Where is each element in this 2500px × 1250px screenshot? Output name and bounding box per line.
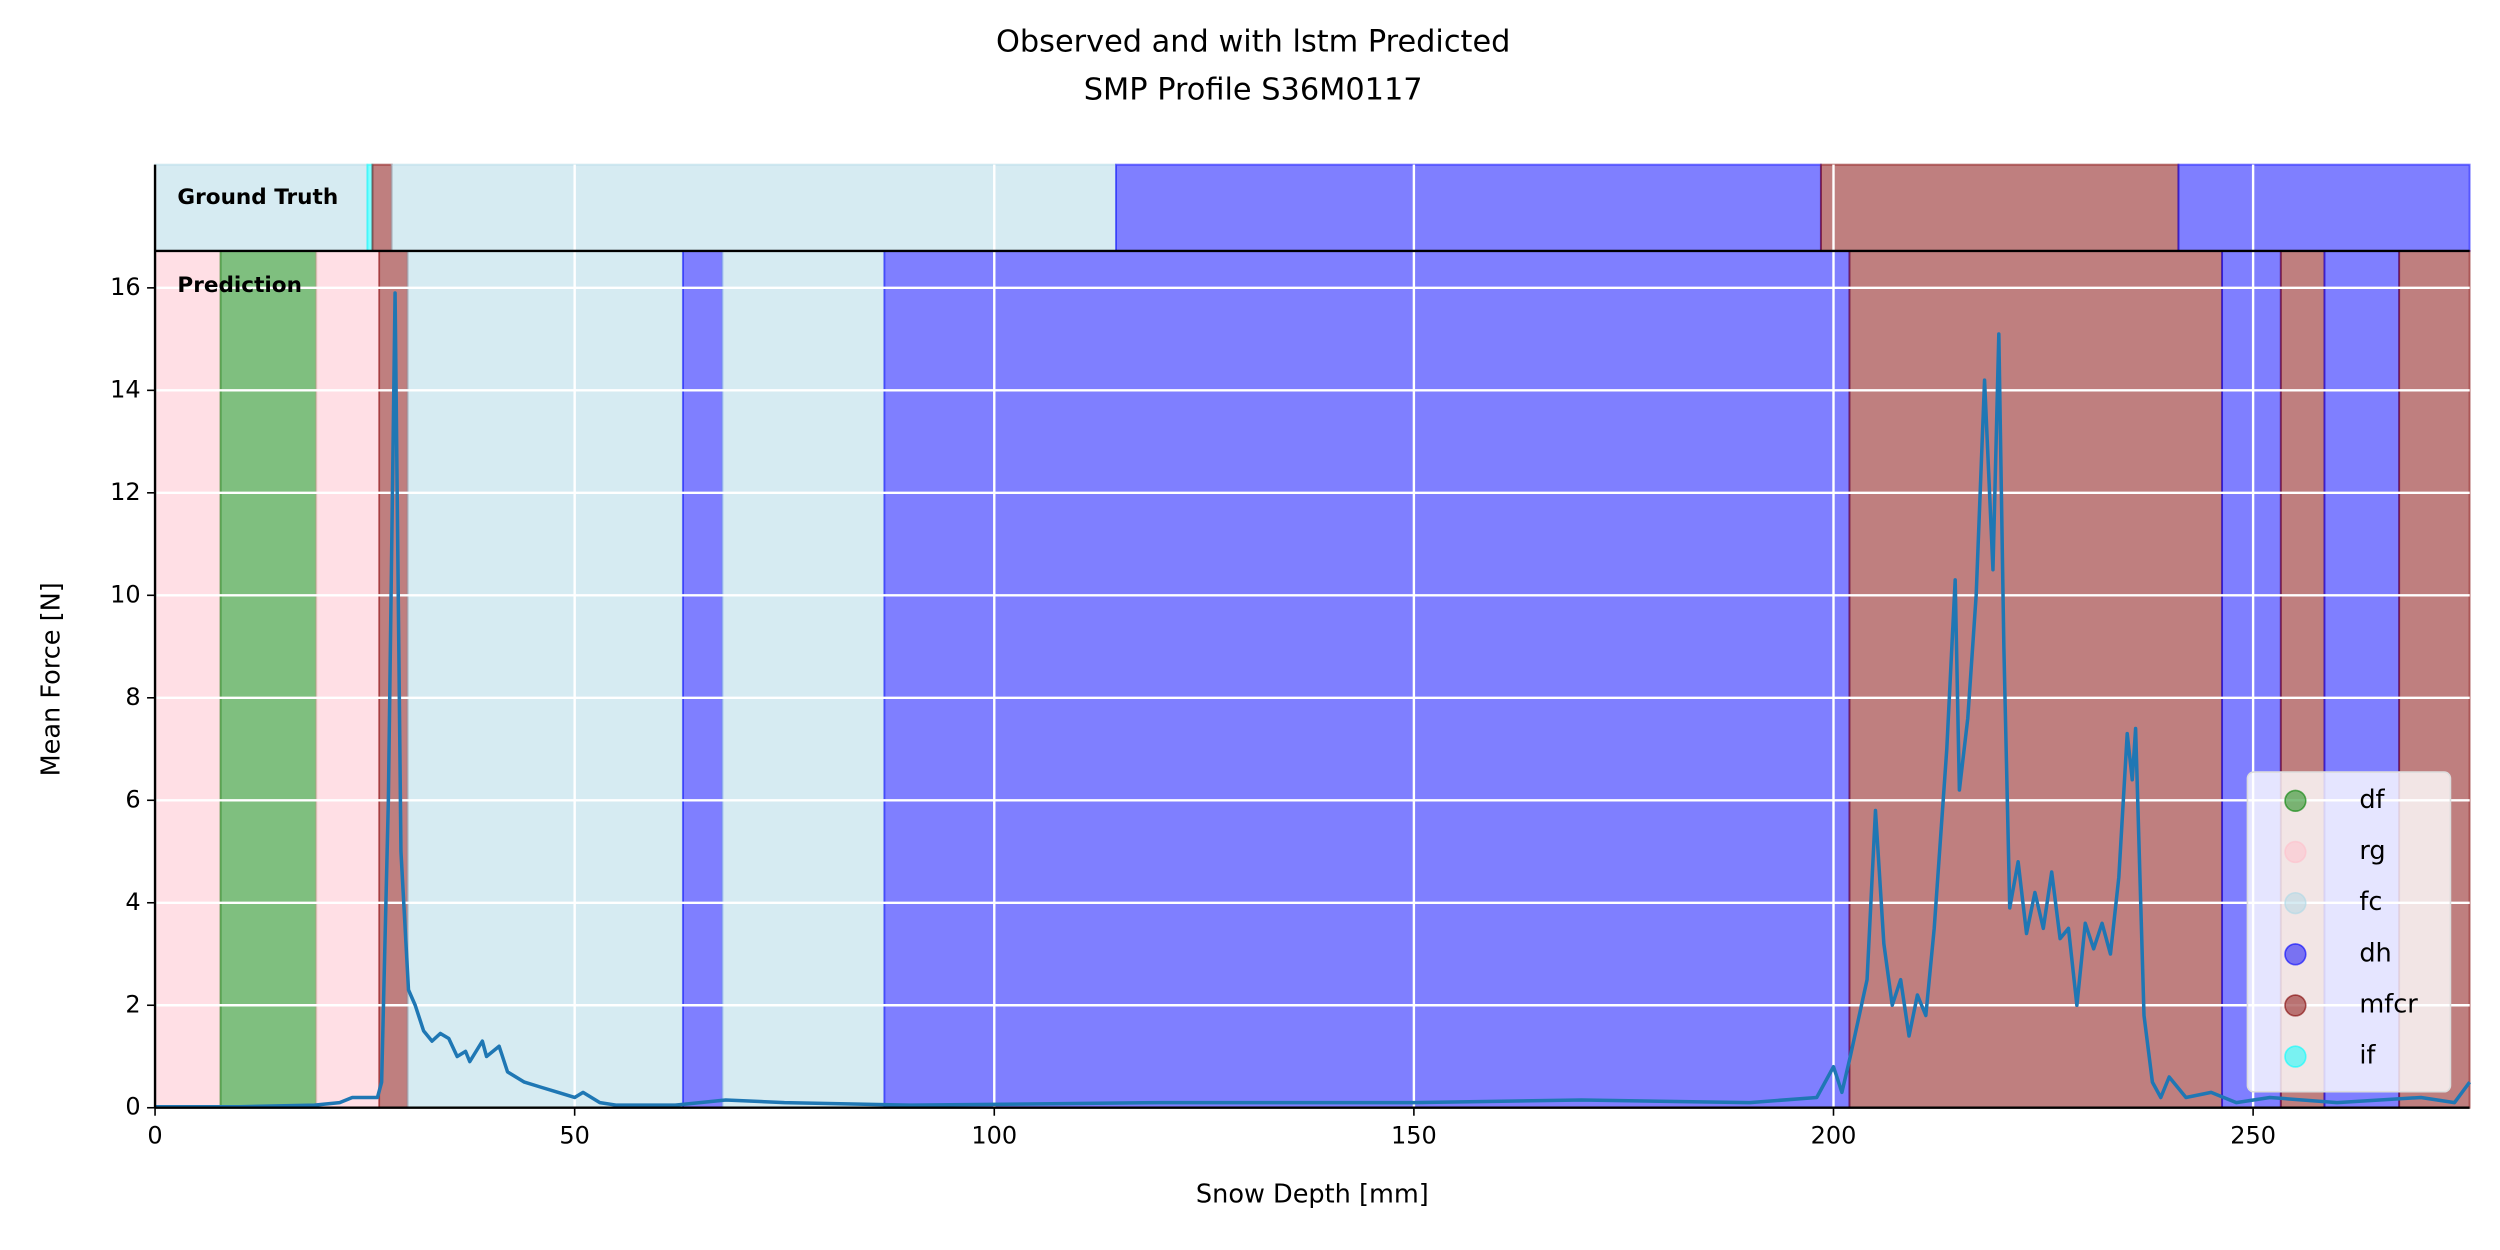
class-span [154, 249, 222, 1109]
legend-label: rg [2359, 836, 2385, 866]
panel-label: Ground Truth [177, 185, 338, 210]
class-span [1819, 163, 2180, 252]
y-tick-label: 10 [110, 580, 141, 608]
class-span [406, 249, 684, 1109]
class-span [721, 249, 886, 1109]
y-axis-label: Mean Force [N] [37, 582, 67, 776]
class-span [1115, 163, 1822, 252]
legend-label: if [2359, 1041, 2376, 1071]
legend-label: df [2359, 785, 2385, 815]
x-tick-label: 0 [147, 1122, 162, 1150]
y-tick-label: 4 [125, 888, 140, 916]
y-tick-label: 12 [110, 478, 141, 506]
legend-marker [2284, 840, 2307, 864]
class-span [371, 163, 393, 252]
axes: 0 50 100 150 200 250 0 2 4 6 8 10 12 14 16 Ground Truth… [110, 164, 2470, 1150]
class-span [390, 163, 1117, 252]
y-tick-label: 16 [110, 273, 141, 301]
chart-title: Observed and with lstm Predicted [996, 25, 1510, 60]
grid [153, 164, 2470, 1109]
y-tick-label: 2 [125, 990, 140, 1018]
marks [155, 291, 2472, 1109]
x-axis-label: Snow Depth [mm] [1196, 1180, 1429, 1210]
legend-marker [2284, 1045, 2307, 1068]
legend: df rg fc dh mfcr if [2246, 771, 2452, 1093]
legend-marker [2284, 994, 2307, 1017]
class-span [2177, 163, 2471, 252]
legend-label: fc [2359, 887, 2382, 917]
y-tick-label: 14 [110, 375, 141, 403]
class-span [219, 249, 318, 1109]
class-span [154, 163, 369, 252]
x-tick-label: 50 [559, 1122, 590, 1150]
legend-label: mfcr [2359, 989, 2418, 1019]
y-tick-label: 0 [125, 1093, 140, 1121]
y-tick-label: 6 [125, 785, 140, 813]
legend-marker [2284, 943, 2307, 966]
class-span [681, 249, 724, 1109]
x-tick-label: 200 [1811, 1122, 1857, 1150]
legend-marker [2284, 789, 2307, 813]
legend-box [2246, 771, 2452, 1093]
class-span [883, 249, 1851, 1109]
legend-marker [2284, 891, 2307, 915]
legend-label: dh [2359, 938, 2391, 968]
spans [154, 163, 2471, 1109]
x-tick-label: 150 [1391, 1122, 1437, 1150]
force-line [155, 291, 2472, 1109]
x-tick-label: 100 [971, 1122, 1017, 1150]
chart-subtitle: SMP Profile S36M0117 [1084, 73, 1423, 108]
class-span [315, 249, 381, 1109]
class-span [1848, 249, 2224, 1109]
panel-label: Prediction [177, 273, 302, 298]
y-tick-label: 8 [125, 683, 140, 711]
x-tick-label: 250 [2230, 1122, 2276, 1150]
